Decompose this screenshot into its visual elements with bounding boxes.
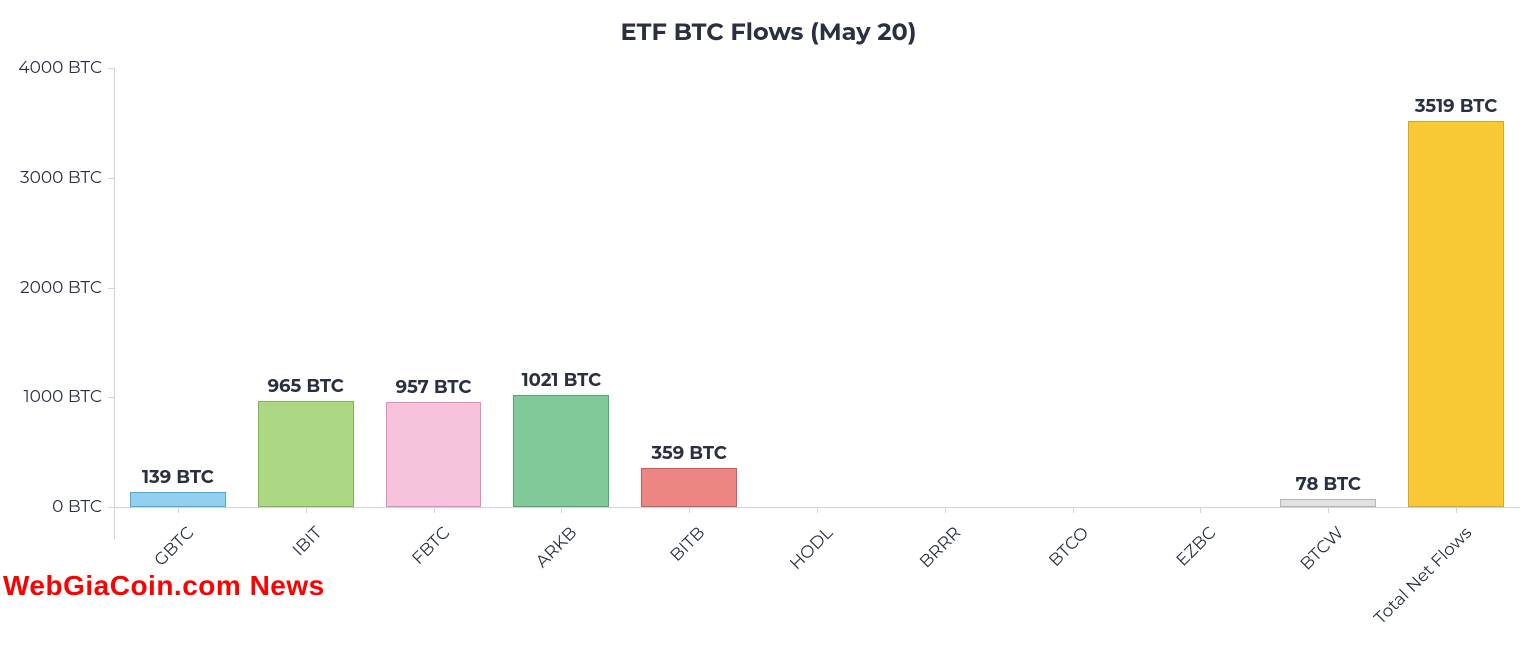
x-tick bbox=[1073, 507, 1074, 513]
x-tick-label: GBTC bbox=[150, 523, 198, 571]
bar bbox=[1280, 499, 1376, 508]
x-tick bbox=[1456, 507, 1457, 513]
bar bbox=[1408, 121, 1504, 507]
y-tick-label: 2000 BTC bbox=[0, 278, 102, 298]
x-tick bbox=[945, 507, 946, 513]
bar-value-label: 3519 BTC bbox=[1415, 95, 1497, 117]
bar bbox=[130, 492, 226, 507]
x-tick bbox=[689, 507, 690, 513]
x-tick-label: Total Net Flows bbox=[1371, 523, 1477, 629]
x-tick bbox=[306, 507, 307, 513]
x-tick-label: HODL bbox=[786, 523, 837, 574]
x-tick-label: FBTC bbox=[408, 523, 454, 569]
y-tick bbox=[108, 178, 114, 179]
x-tick bbox=[178, 507, 179, 513]
x-tick bbox=[1328, 507, 1329, 513]
x-tick bbox=[817, 507, 818, 513]
y-axis bbox=[114, 68, 115, 540]
x-tick bbox=[561, 507, 562, 513]
bar-value-label: 1021 BTC bbox=[522, 369, 602, 391]
x-tick bbox=[434, 507, 435, 513]
bar bbox=[258, 401, 354, 507]
y-tick-label: 4000 BTC bbox=[0, 58, 102, 78]
x-tick-label: BRRR bbox=[916, 523, 965, 572]
bar-value-label: 359 BTC bbox=[652, 442, 727, 464]
x-tick bbox=[1200, 507, 1201, 513]
y-tick-label: 3000 BTC bbox=[0, 168, 102, 188]
x-tick-label: ARKB bbox=[532, 523, 581, 572]
x-tick-label: EZBC bbox=[1173, 523, 1221, 571]
y-tick bbox=[108, 397, 114, 398]
x-tick-label: BITB bbox=[667, 523, 710, 566]
chart-title: ETF BTC Flows (May 20) bbox=[0, 18, 1537, 47]
x-tick-label: BTCW bbox=[1297, 523, 1349, 575]
bar bbox=[513, 395, 609, 507]
bar-value-label: 78 BTC bbox=[1296, 473, 1361, 495]
x-tick-label: IBIT bbox=[288, 523, 325, 560]
bar-value-label: 139 BTC bbox=[142, 466, 214, 488]
bar bbox=[386, 402, 482, 507]
watermark: WebGiaCoin.com News bbox=[3, 570, 325, 602]
bar-value-label: 965 BTC bbox=[268, 375, 344, 397]
y-tick bbox=[108, 288, 114, 289]
bar bbox=[641, 468, 737, 507]
x-tick-label: BTCO bbox=[1045, 523, 1093, 571]
y-tick-label: 1000 BTC bbox=[0, 387, 102, 407]
y-tick bbox=[108, 68, 114, 69]
y-tick-label: 0 BTC bbox=[0, 497, 102, 517]
bar-value-label: 957 BTC bbox=[396, 376, 472, 398]
y-tick bbox=[108, 507, 114, 508]
